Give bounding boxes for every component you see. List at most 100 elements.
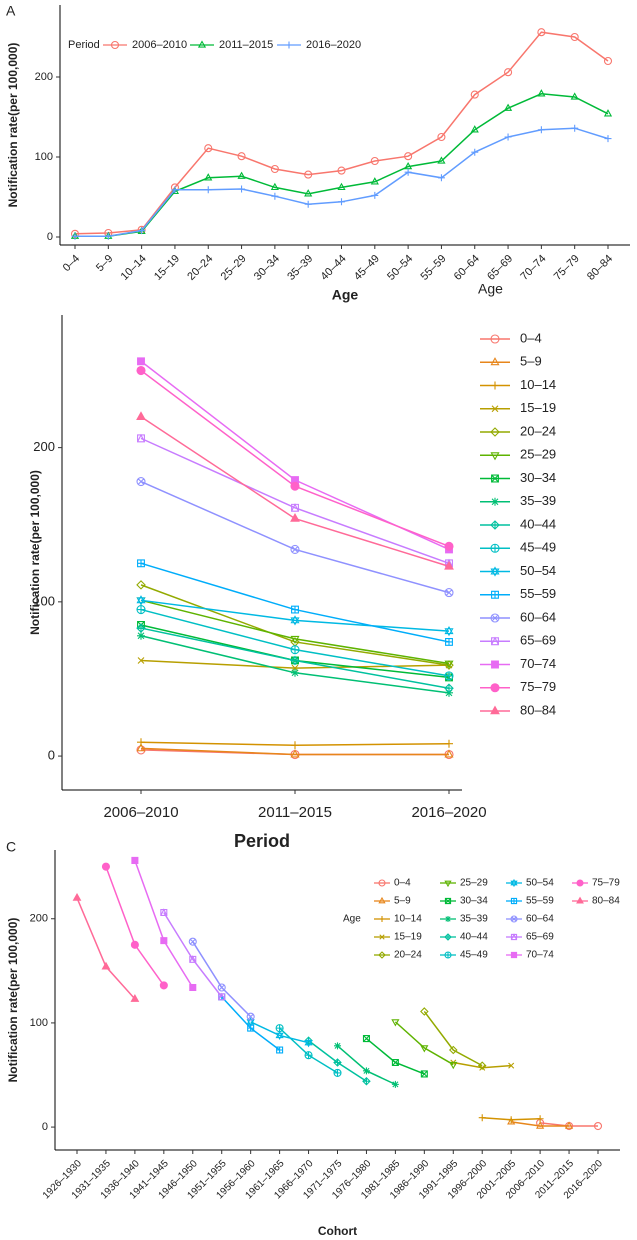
data-point [131, 856, 139, 864]
legend-label: 5–9 [394, 896, 411, 907]
data-point [204, 173, 213, 181]
legend-label: 2006–2010 [132, 39, 187, 51]
data-point [290, 655, 300, 666]
x-axis-title: Cohort [318, 1224, 357, 1238]
data-point [404, 152, 413, 161]
data-point [449, 1061, 458, 1070]
data-point [238, 185, 246, 193]
y-tick-label: 100 [30, 1017, 48, 1029]
data-point [338, 198, 345, 206]
data-point [136, 623, 146, 633]
data-point [217, 983, 226, 992]
x-tick-label: 75–79 [552, 253, 582, 283]
data-point [270, 182, 279, 191]
legend-marker [491, 590, 499, 599]
data-point [536, 1115, 544, 1123]
legend-label: 55–59 [526, 896, 554, 907]
series-line [250, 1021, 309, 1044]
data-point [270, 164, 279, 174]
data-point [204, 186, 212, 194]
legend-marker [491, 405, 499, 413]
legend-label: 15–19 [520, 400, 556, 415]
data-point [136, 411, 146, 420]
x-tick-label: 50–54 [385, 253, 415, 283]
y-tick-label: 0 [42, 1121, 48, 1133]
data-point [508, 1062, 515, 1069]
legend-marker [490, 566, 500, 577]
data-point [437, 132, 446, 142]
y-axis-title: Notification rate(per 100,000) [6, 43, 20, 208]
legend-marker [444, 951, 452, 959]
data-point [291, 668, 299, 677]
legend-label: 80–84 [592, 896, 620, 907]
legend-label: 50–54 [526, 878, 554, 889]
data-point [104, 232, 112, 240]
data-point [449, 1045, 458, 1055]
data-point [370, 177, 379, 185]
legend-marker [491, 381, 499, 390]
x-tick-label: 2011–2015 [258, 804, 332, 821]
data-point [537, 89, 546, 97]
data-point [537, 28, 546, 37]
legend-label: 40–44 [520, 516, 556, 531]
legend-label: 35–39 [460, 914, 488, 925]
legend-label: 30–34 [520, 470, 556, 485]
series-line [511, 1121, 570, 1127]
data-point [470, 90, 479, 99]
data-point [571, 124, 579, 132]
data-point [477, 1061, 487, 1070]
legend-marker [490, 334, 500, 344]
data-point [362, 1076, 371, 1086]
legend-marker [379, 934, 385, 940]
legend-label: 55–59 [520, 586, 556, 601]
legend-title: Period [68, 39, 100, 51]
data-point [130, 940, 139, 949]
y-tick-label: 0 [48, 748, 55, 763]
panel-label: C [6, 839, 16, 855]
y-tick-label: 100 [35, 151, 53, 163]
data-point [503, 103, 513, 111]
legend-label: 35–39 [520, 493, 556, 508]
legend-marker [490, 357, 500, 366]
data-point [101, 961, 111, 970]
data-point [160, 937, 168, 945]
legend-marker [378, 896, 386, 904]
legend-label: 0–4 [520, 330, 542, 345]
legend-marker [491, 636, 499, 646]
legend-marker [510, 915, 518, 923]
data-point [444, 671, 454, 681]
data-point [136, 365, 146, 376]
data-point [101, 862, 110, 871]
legend-marker [510, 951, 518, 959]
x-tick-label: 2006–2010 [103, 804, 178, 821]
data-point [334, 1042, 341, 1050]
data-point [444, 541, 454, 551]
legend-label: 0–4 [394, 878, 411, 889]
y-tick-label: 200 [30, 913, 48, 925]
data-point [304, 170, 313, 179]
x-axis-title: Period [234, 831, 290, 851]
data-point [391, 1080, 399, 1088]
data-point [137, 631, 145, 640]
data-point [137, 357, 145, 366]
data-point [275, 1024, 284, 1033]
series-line [163, 912, 223, 998]
series-line [105, 866, 165, 986]
legend-label: 65–69 [520, 633, 556, 648]
data-point [391, 1019, 400, 1027]
legend-label: 10–14 [394, 914, 422, 925]
series-line [365, 1037, 425, 1075]
legend-label: 2016–2020 [306, 39, 361, 51]
data-point [159, 981, 168, 990]
data-point [137, 433, 145, 443]
series-line [423, 1011, 483, 1067]
legend-marker [576, 879, 584, 887]
data-point [391, 1058, 399, 1067]
series-line [540, 1122, 598, 1127]
data-point [137, 559, 145, 568]
legend-marker [490, 705, 500, 715]
legend-marker [490, 452, 500, 461]
x-tick-label: 25–29 [219, 253, 249, 283]
series-line [279, 1027, 338, 1074]
x-tick-label: 5–9 [94, 253, 115, 274]
